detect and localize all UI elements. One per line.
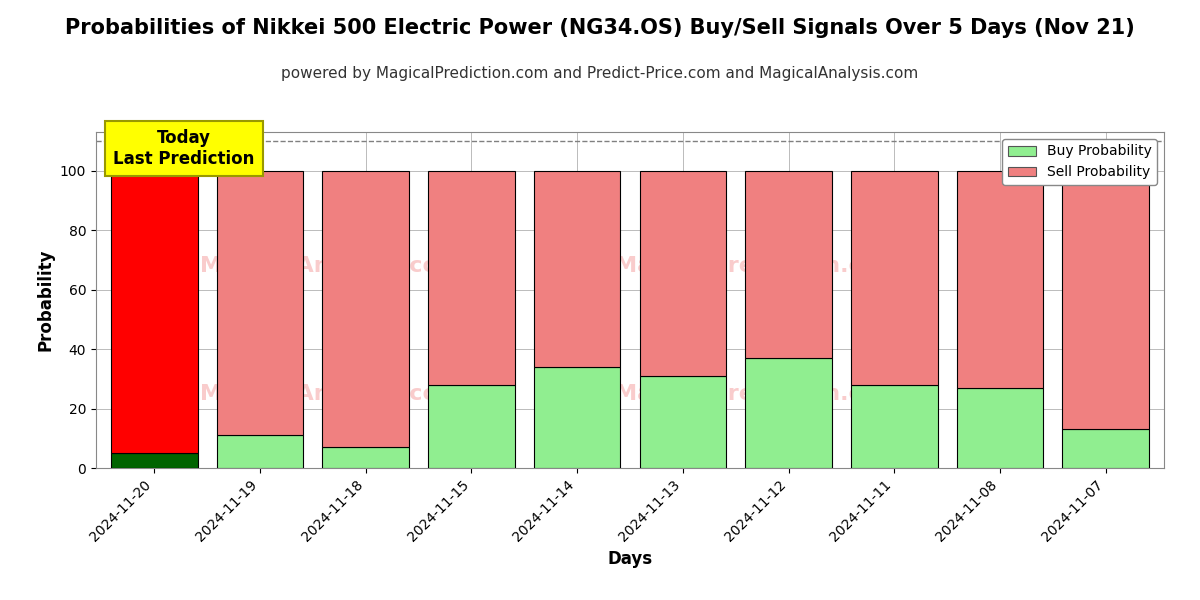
- Bar: [851, 170, 937, 385]
- Bar: [745, 358, 832, 468]
- Text: Today
Last Prediction: Today Last Prediction: [113, 129, 254, 167]
- Text: MagicalPrediction.com: MagicalPrediction.com: [616, 256, 901, 277]
- Bar: [428, 170, 515, 385]
- Text: MagicalAnalysis.com: MagicalAnalysis.com: [200, 384, 462, 404]
- Bar: [110, 170, 198, 453]
- Bar: [534, 367, 620, 468]
- Bar: [428, 385, 515, 468]
- Bar: [323, 170, 409, 447]
- Text: Probabilities of Nikkei 500 Electric Power (NG34.OS) Buy/Sell Signals Over 5 Day: Probabilities of Nikkei 500 Electric Pow…: [65, 18, 1135, 38]
- Bar: [640, 376, 726, 468]
- Bar: [534, 170, 620, 367]
- Bar: [1062, 170, 1150, 430]
- Bar: [956, 170, 1044, 388]
- Text: powered by MagicalPrediction.com and Predict-Price.com and MagicalAnalysis.com: powered by MagicalPrediction.com and Pre…: [281, 66, 919, 81]
- Y-axis label: Probability: Probability: [36, 249, 54, 351]
- Bar: [1062, 430, 1150, 468]
- Text: MagicalPrediction.com: MagicalPrediction.com: [616, 384, 901, 404]
- Bar: [956, 388, 1044, 468]
- Bar: [216, 170, 304, 435]
- Bar: [745, 170, 832, 358]
- Bar: [323, 447, 409, 468]
- Bar: [851, 385, 937, 468]
- X-axis label: Days: Days: [607, 550, 653, 568]
- Bar: [110, 453, 198, 468]
- Legend: Buy Probability, Sell Probability: Buy Probability, Sell Probability: [1002, 139, 1157, 185]
- Text: MagicalAnalysis.com: MagicalAnalysis.com: [200, 256, 462, 277]
- Bar: [216, 435, 304, 468]
- Bar: [640, 170, 726, 376]
